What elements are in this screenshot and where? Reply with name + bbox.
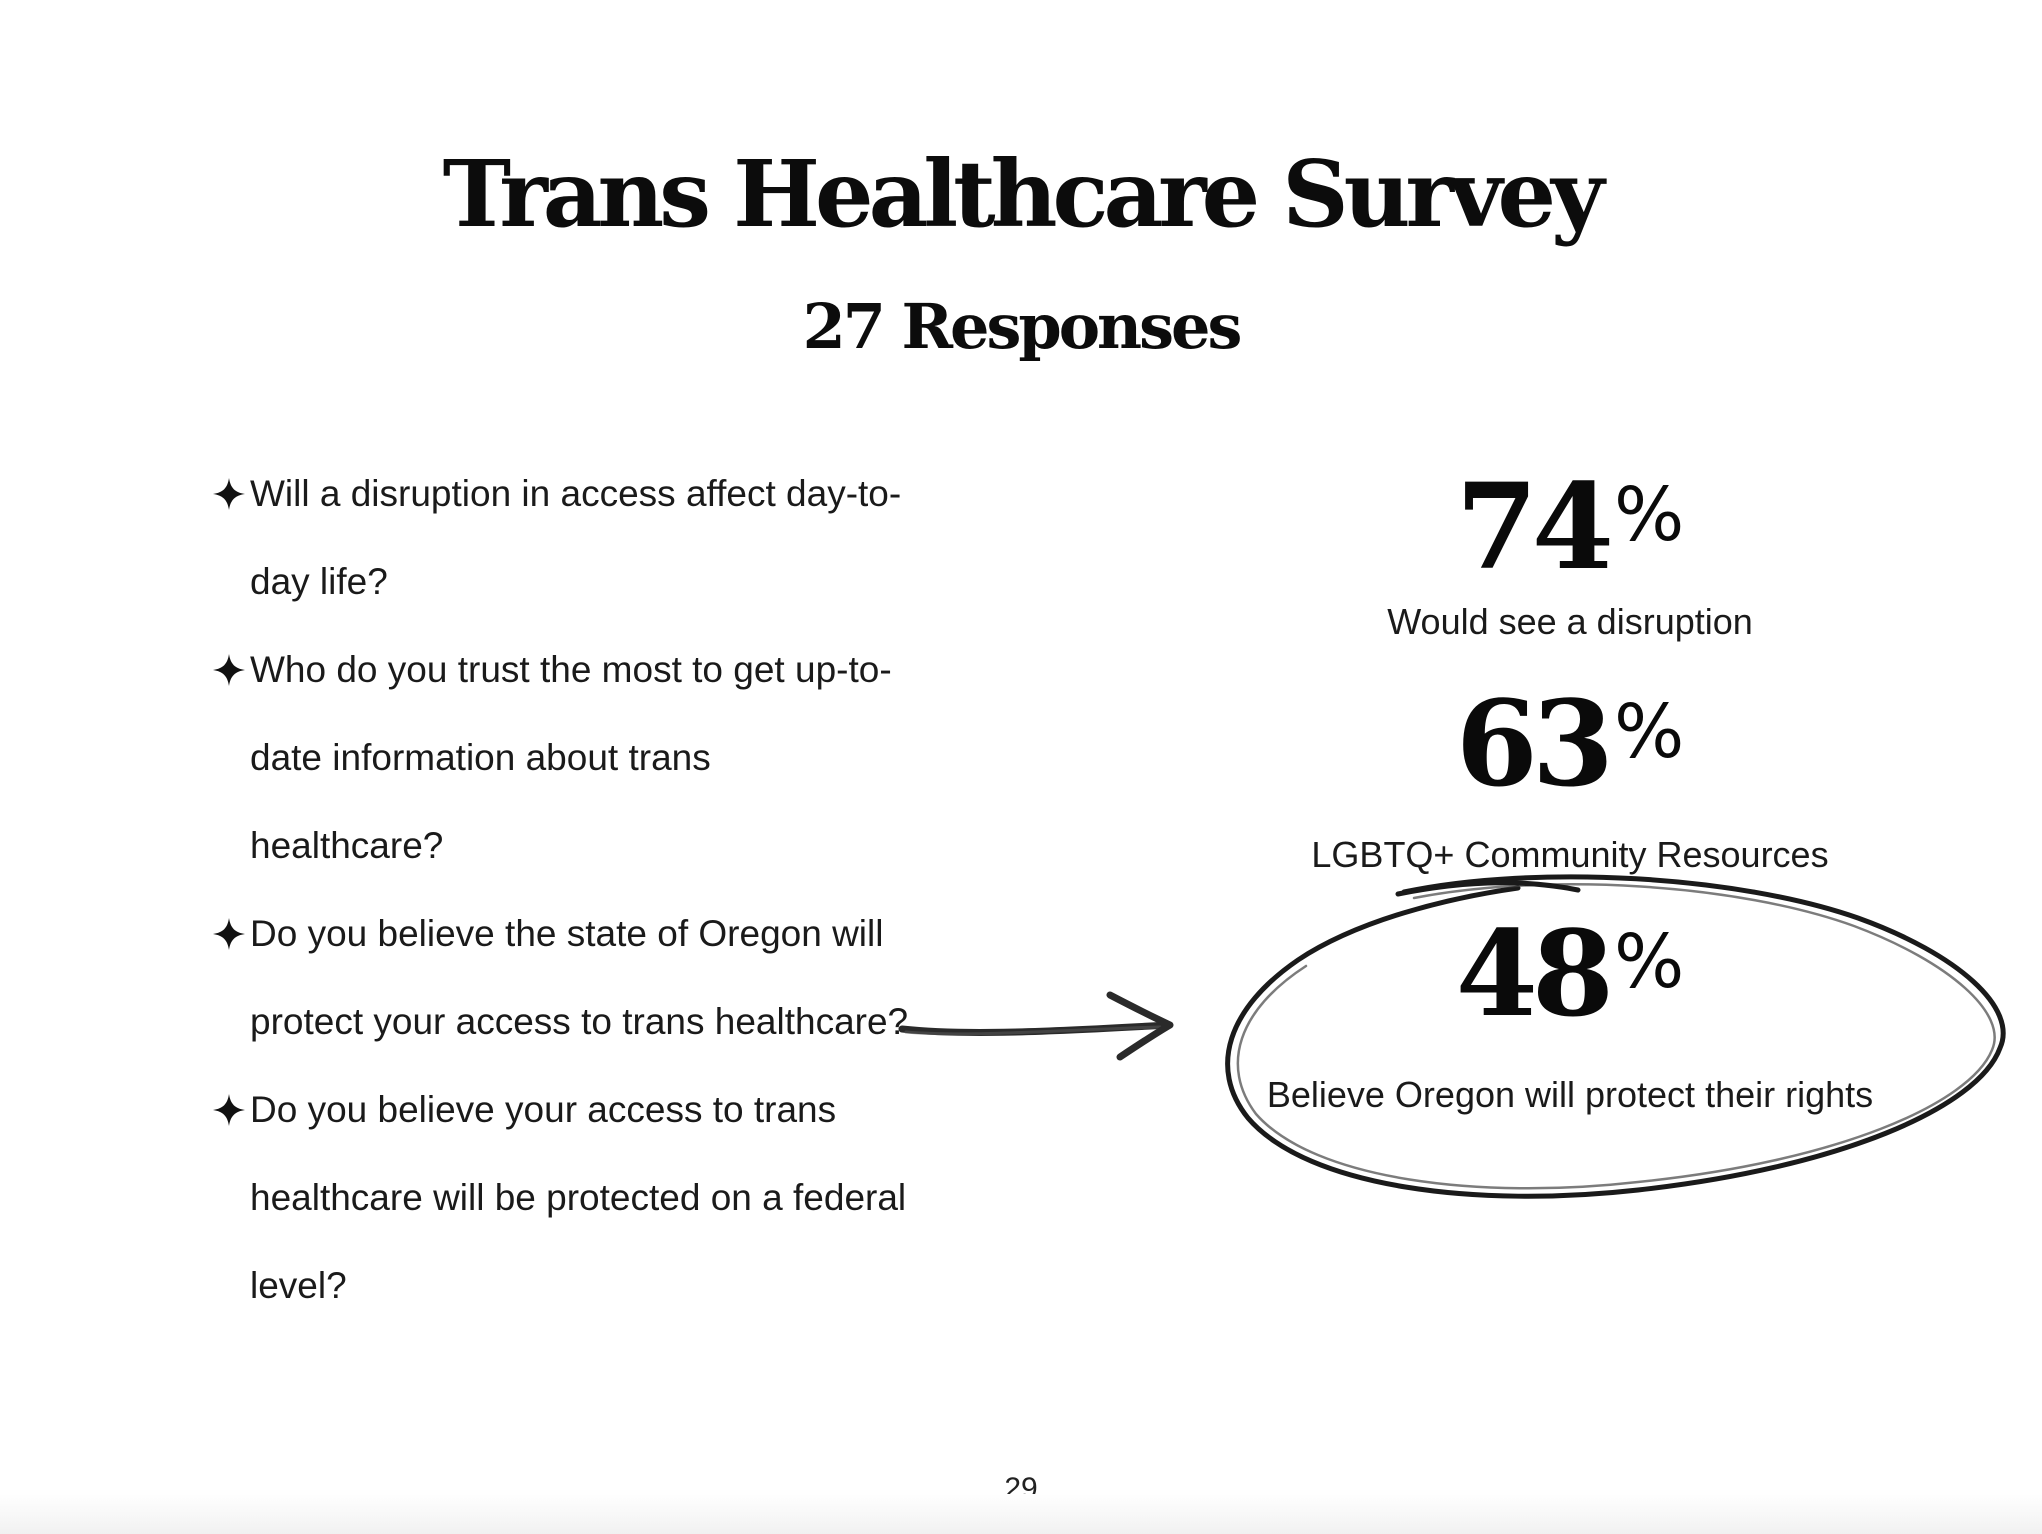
four-point-star-icon xyxy=(213,1094,245,1126)
question-item: Do you believe your access to trans heal… xyxy=(212,1066,912,1330)
question-text: Do you believe the state of Oregon will … xyxy=(250,913,909,1042)
question-text: Who do you trust the most to get up-to-d… xyxy=(250,649,892,866)
stat-label: Believe Oregon will protect their rights xyxy=(1266,1074,1874,1115)
stat-disruption: 74% Would see a disruption xyxy=(1240,455,1900,643)
four-point-star-icon xyxy=(213,918,245,950)
four-point-star-icon xyxy=(213,654,245,686)
percent-sign: % xyxy=(1613,689,1685,775)
question-item: Who do you trust the most to get up-to-d… xyxy=(212,626,912,890)
percent-sign: % xyxy=(1613,472,1685,558)
stat-label: Would see a disruption xyxy=(1387,601,1753,642)
question-text: Will a disruption in access affect day-t… xyxy=(250,473,902,602)
page-title: Trans Healthcare Survey xyxy=(442,140,1605,248)
stat-value: 63% xyxy=(1240,672,1900,804)
stat-number: 63 xyxy=(1455,674,1614,813)
question-text: Do you believe your access to trans heal… xyxy=(250,1089,907,1306)
stat-label: LGBTQ+ Community Resources xyxy=(1311,834,1829,875)
stat-trusted-source: 63% LGBTQ+ Community Resources xyxy=(1240,672,1900,876)
question-item: Will a disruption in access affect day-t… xyxy=(212,450,912,626)
four-point-star-icon xyxy=(213,478,245,510)
question-item: Do you believe the state of Oregon will … xyxy=(212,890,912,1066)
percent-sign: % xyxy=(1613,919,1685,1005)
stat-number: 74 xyxy=(1455,457,1614,596)
stat-oregon-protection: 48% Believe Oregon will protect their ri… xyxy=(1240,902,1900,1116)
stat-value: 48% xyxy=(1240,902,1900,1034)
response-count: 27 Responses xyxy=(802,290,1243,363)
hand-drawn-circle-icon xyxy=(1225,874,2006,1199)
hand-drawn-arrow-icon xyxy=(898,991,1174,1061)
stat-number: 48 xyxy=(1455,904,1614,1043)
question-list: Will a disruption in access affect day-t… xyxy=(212,450,912,1330)
stat-value: 74% xyxy=(1240,455,1900,587)
page-edge xyxy=(0,1494,2042,1534)
